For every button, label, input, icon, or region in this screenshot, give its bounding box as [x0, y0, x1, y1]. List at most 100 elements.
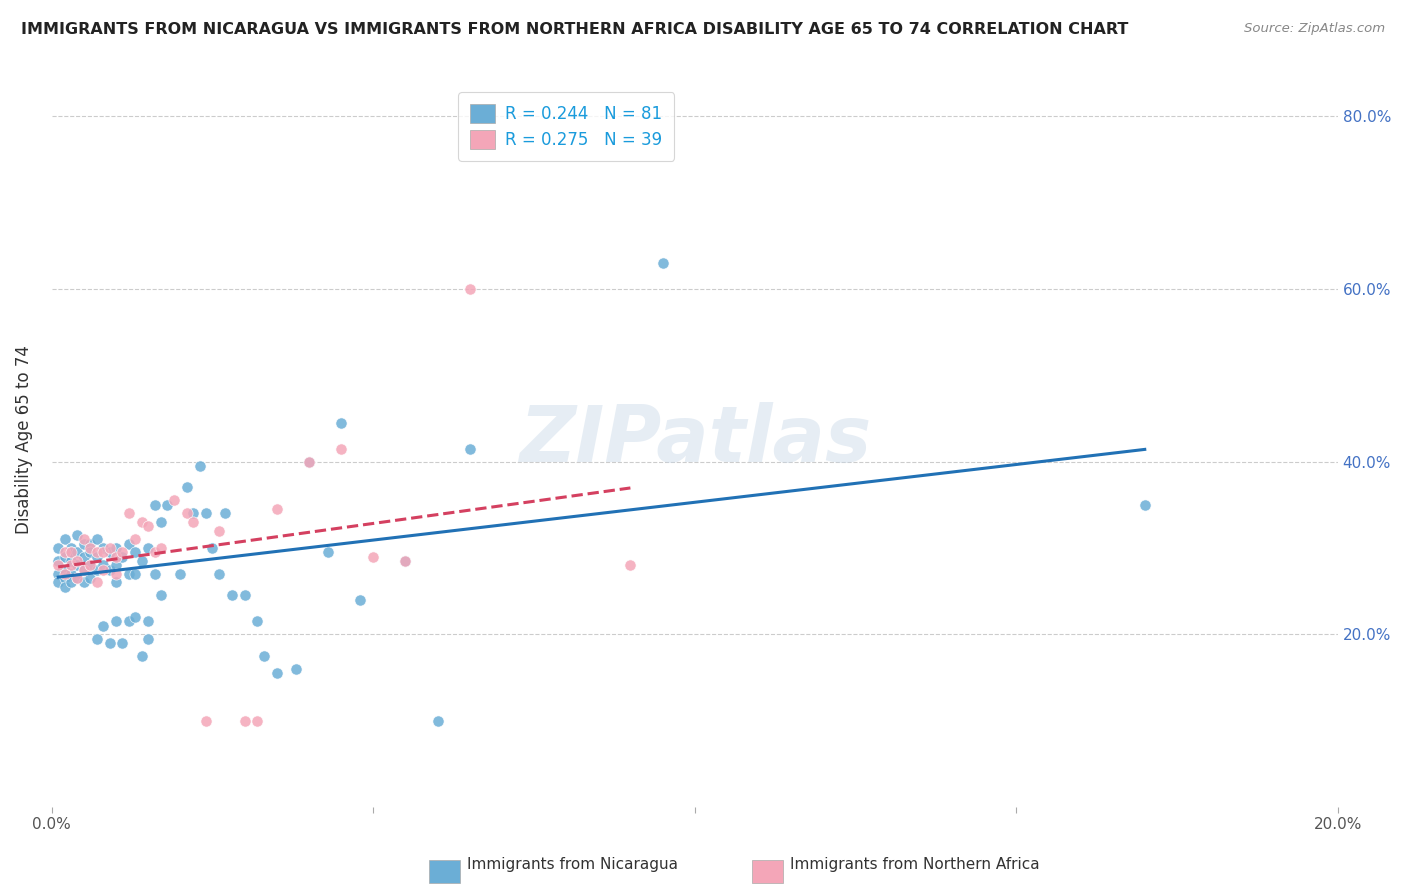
Point: [79, 558, 101, 573]
Point: [46, 554, 69, 568]
Point: [91, 545, 114, 559]
Point: [221, 589, 243, 603]
Point: [46, 566, 69, 581]
Point: [60, 545, 83, 559]
Point: [330, 442, 353, 456]
Text: ZIPatlas: ZIPatlas: [519, 402, 870, 478]
Point: [136, 615, 159, 629]
Y-axis label: Disability Age 65 to 74: Disability Age 65 to 74: [15, 345, 32, 534]
Point: [111, 549, 134, 564]
Point: [298, 454, 321, 468]
Point: [214, 507, 236, 521]
Point: [66, 571, 89, 585]
Point: [98, 636, 121, 650]
Point: [163, 493, 186, 508]
Point: [349, 592, 371, 607]
Point: [619, 558, 641, 573]
Text: Immigrants from Nicaragua: Immigrants from Nicaragua: [467, 857, 678, 872]
Point: [66, 571, 89, 585]
Point: [105, 541, 128, 555]
Point: [330, 416, 353, 430]
Point: [136, 632, 159, 646]
Point: [73, 533, 96, 547]
Point: [98, 541, 121, 555]
Point: [60, 541, 83, 555]
Point: [53, 562, 76, 576]
Point: [394, 554, 416, 568]
Point: [426, 714, 449, 728]
Point: [136, 519, 159, 533]
Point: [73, 536, 96, 550]
Point: [266, 502, 288, 516]
Point: [124, 545, 146, 559]
Point: [73, 549, 96, 564]
Text: Source: ZipAtlas.com: Source: ZipAtlas.com: [1244, 22, 1385, 36]
Point: [136, 541, 159, 555]
Point: [105, 558, 128, 573]
Point: [105, 566, 128, 581]
Point: [1133, 498, 1156, 512]
Point: [86, 533, 108, 547]
Point: [91, 541, 114, 555]
Point: [60, 545, 83, 559]
Point: [66, 528, 89, 542]
Point: [361, 549, 384, 564]
Point: [131, 515, 153, 529]
Point: [79, 536, 101, 550]
Point: [150, 589, 173, 603]
Point: [394, 554, 416, 568]
Point: [73, 562, 96, 576]
Point: [188, 458, 211, 473]
Point: [73, 562, 96, 576]
Point: [105, 549, 128, 564]
Point: [458, 282, 481, 296]
Point: [285, 662, 308, 676]
Point: [156, 498, 179, 512]
Point: [150, 541, 173, 555]
Legend: R = 0.244   N = 81, R = 0.275   N = 39: R = 0.244 N = 81, R = 0.275 N = 39: [458, 93, 673, 161]
Point: [253, 648, 276, 663]
Point: [53, 533, 76, 547]
Point: [143, 498, 166, 512]
Point: [86, 562, 108, 576]
Point: [118, 566, 141, 581]
Point: [111, 636, 134, 650]
Point: [105, 575, 128, 590]
Point: [53, 571, 76, 585]
Point: [60, 566, 83, 581]
Point: [246, 615, 269, 629]
Point: [651, 256, 673, 270]
Point: [98, 545, 121, 559]
Point: [195, 714, 218, 728]
Point: [131, 648, 153, 663]
Point: [124, 610, 146, 624]
Point: [181, 507, 204, 521]
Point: [60, 558, 83, 573]
Point: [86, 545, 108, 559]
Point: [79, 541, 101, 555]
Point: [169, 566, 191, 581]
Point: [46, 575, 69, 590]
Point: [195, 507, 218, 521]
Point: [79, 558, 101, 573]
Point: [86, 549, 108, 564]
Text: Immigrants from Northern Africa: Immigrants from Northern Africa: [790, 857, 1040, 872]
Point: [233, 589, 256, 603]
Point: [79, 545, 101, 559]
Point: [86, 575, 108, 590]
Point: [66, 554, 89, 568]
Point: [53, 580, 76, 594]
Point: [208, 566, 231, 581]
Point: [118, 536, 141, 550]
Point: [91, 558, 114, 573]
Point: [98, 562, 121, 576]
Point: [131, 554, 153, 568]
Point: [73, 575, 96, 590]
Point: [233, 714, 256, 728]
Point: [60, 554, 83, 568]
Point: [266, 666, 288, 681]
Point: [246, 714, 269, 728]
Point: [176, 507, 198, 521]
Point: [111, 545, 134, 559]
Point: [66, 558, 89, 573]
